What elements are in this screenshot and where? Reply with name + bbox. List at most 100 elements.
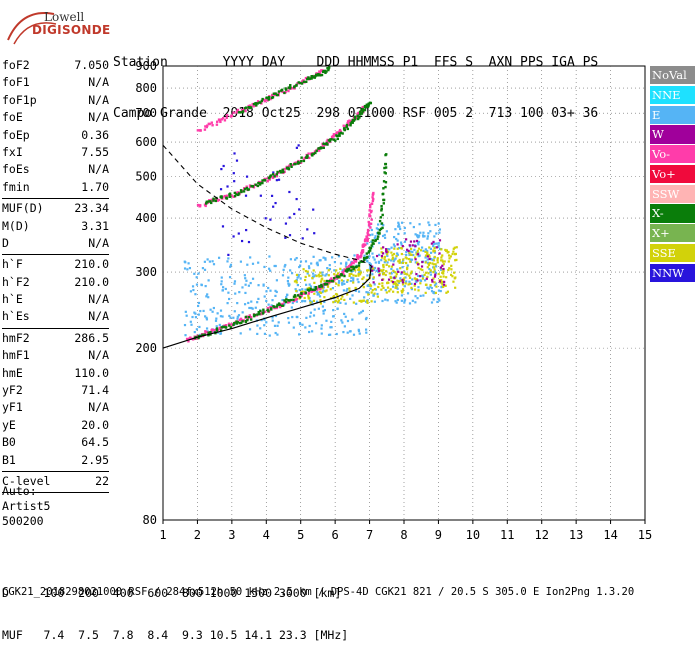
trace-dot (237, 192, 241, 195)
trace-dot (263, 99, 266, 103)
trace-dot (330, 138, 333, 141)
echo-dot (431, 278, 434, 282)
echo-dot (372, 268, 376, 271)
echo-dot (425, 283, 428, 286)
echo-dot (406, 268, 409, 271)
echo-dot (372, 256, 375, 259)
trace-dot (220, 118, 223, 121)
echo-dot (249, 281, 252, 285)
echo-dot (409, 222, 412, 225)
trace-dot (219, 329, 223, 332)
trace-dot (268, 178, 271, 181)
echo-dot (378, 274, 381, 277)
trace-dot (353, 259, 356, 263)
echo-dot (406, 264, 409, 267)
trace-dot (306, 77, 309, 81)
echo-dot (440, 259, 443, 262)
echo-dot (320, 274, 323, 277)
echo-dot (400, 272, 403, 275)
echo-dot (263, 265, 266, 269)
trace-dot (384, 162, 388, 166)
echo-dot (298, 288, 301, 292)
trace-dot (367, 224, 371, 227)
trace-dot (269, 97, 272, 101)
echo-dot (236, 317, 239, 320)
echo-dot (373, 300, 376, 303)
echo-dot (294, 279, 298, 282)
echo-dot (440, 285, 443, 289)
trace-dot (251, 102, 254, 106)
echo-dot (272, 205, 275, 208)
echo-dot (322, 312, 325, 315)
trace-dot (248, 314, 252, 317)
echo-dot (372, 294, 375, 297)
echo-dot (351, 318, 354, 321)
param-value: N/A (88, 400, 109, 415)
echo-dot (428, 267, 431, 271)
echo-dot (330, 320, 333, 324)
echo-dot (409, 258, 412, 261)
echo-dot (393, 270, 396, 274)
echo-dot (376, 295, 380, 298)
echo-dot (197, 304, 200, 308)
trace-dot (252, 105, 255, 108)
echo-dot (447, 268, 450, 272)
trace-dot (365, 256, 368, 259)
echo-dot (424, 271, 428, 274)
echo-dot (395, 273, 398, 276)
echo-dot (189, 290, 193, 293)
trace-dot (382, 202, 385, 205)
echo-dot (388, 272, 391, 275)
trace-dot (347, 267, 351, 271)
trace-dot (228, 324, 231, 327)
echo-dot (204, 284, 207, 288)
param-name: hmE (2, 365, 23, 380)
polarization-legend: NoVal NNE E W Vo- Vo+ SSW X- X+ SSE NNW (650, 66, 695, 284)
echo-dot (191, 285, 195, 288)
echo-dot (239, 332, 242, 335)
trace-dot (188, 337, 191, 340)
trace-dot (279, 169, 282, 173)
echo-dot (380, 288, 383, 291)
param-row: foF1 N/A (2, 75, 109, 92)
echo-dot (405, 261, 408, 265)
echo-dot (315, 274, 318, 278)
echo-dot (424, 291, 427, 294)
echo-dot (200, 283, 203, 286)
trace-dot (279, 171, 283, 174)
echo-dot (426, 261, 430, 264)
echo-dot (320, 278, 323, 281)
trace-dot (197, 334, 200, 338)
echo-dot (346, 331, 349, 334)
trace-dot (325, 140, 329, 143)
trace-dot (320, 73, 324, 77)
echo-dot (430, 290, 434, 293)
trace-dot (244, 109, 247, 113)
echo-dot (228, 314, 231, 318)
echo-dot (308, 299, 312, 302)
trace-dot (324, 142, 327, 146)
echo-dot (382, 252, 385, 255)
echo-dot (203, 268, 207, 271)
param-separator (2, 327, 109, 329)
trace-dot (295, 83, 298, 87)
trace-dot (363, 105, 367, 109)
echo-dot (447, 260, 450, 263)
echo-dot (295, 300, 299, 303)
echo-dot (341, 283, 344, 286)
echo-dot (440, 279, 443, 282)
trace-dot (319, 74, 322, 77)
echo-dot (296, 315, 299, 319)
param-row: C-level 22 (2, 474, 109, 491)
trace-dot (309, 288, 312, 291)
echo-dot (419, 249, 423, 252)
echo-dot (219, 332, 222, 335)
trace-dot (325, 142, 328, 145)
echo-dot (229, 265, 232, 268)
trace-dot (346, 127, 349, 131)
x-tick-label: 13 (569, 528, 583, 542)
trace-dot (332, 134, 335, 138)
echo-dot (392, 263, 395, 266)
echo-dot (390, 267, 393, 271)
legend-item-nnw: NNW (650, 263, 695, 282)
